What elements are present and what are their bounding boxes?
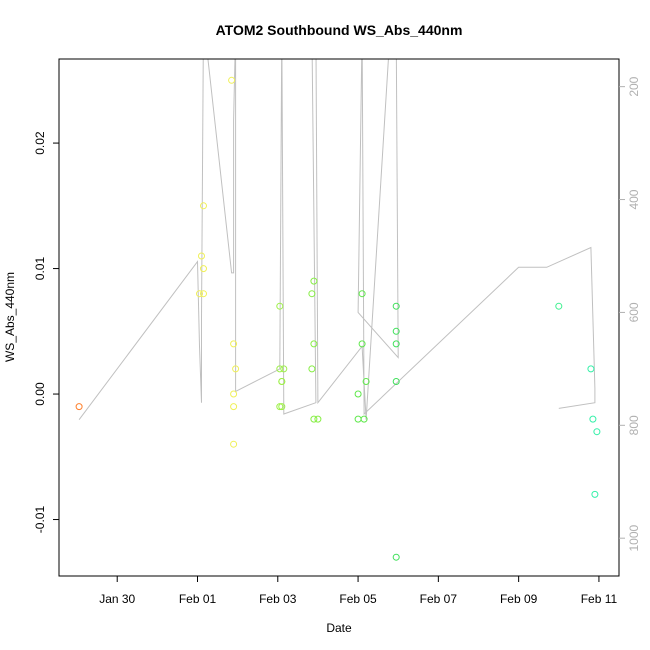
data-point	[228, 76, 236, 84]
data-point	[276, 302, 284, 310]
data-point	[354, 390, 362, 398]
x-tick-label: Feb 07	[420, 592, 458, 606]
x-tick-label: Feb 11	[581, 592, 618, 606]
data-point	[360, 415, 368, 423]
y-axis-label: WS_Abs_440nm	[3, 272, 17, 362]
data-point	[230, 403, 238, 411]
x-tick-label: Feb 05	[339, 592, 377, 606]
data-point	[278, 403, 286, 411]
x-axis-label: Date	[326, 621, 352, 635]
data-point	[196, 290, 203, 298]
chart-title: ATOM2 Southbound WS_Abs_440nm	[216, 22, 463, 38]
data-point	[230, 390, 238, 398]
x-axis: Jan 30 Feb 01 Feb 03 Feb 05 Feb 07 Feb 09 Feb …	[99, 576, 617, 606]
y2-tick-label: 200	[627, 76, 641, 96]
data-point	[392, 340, 400, 348]
data-point	[392, 378, 400, 385]
data-point	[308, 365, 316, 373]
point-series	[75, 76, 601, 561]
plot-frame	[58, 58, 620, 577]
y-axis: -0.01 0.00 0.01 0.02	[33, 131, 59, 533]
x-tick-label: Feb 03	[259, 592, 297, 606]
data-point	[310, 415, 318, 423]
data-point	[392, 553, 400, 561]
line-series	[78, 59, 596, 420]
data-point	[358, 290, 366, 298]
data-point	[200, 290, 207, 298]
data-point	[392, 302, 400, 310]
y2-tick-label: 400	[627, 189, 641, 209]
data-point	[593, 428, 601, 436]
data-point	[358, 340, 366, 348]
x-tick-label: Feb 01	[179, 592, 217, 606]
data-point	[200, 265, 207, 273]
data-point	[354, 415, 362, 423]
data-point	[200, 202, 207, 210]
data-point	[276, 365, 284, 373]
data-point	[589, 415, 597, 423]
data-point	[310, 340, 318, 348]
y-tick-label: 0.02	[33, 131, 47, 155]
y-tick-label: 0.00	[33, 382, 47, 406]
data-point	[230, 340, 238, 348]
data-point	[198, 252, 205, 260]
x-tick-label: Feb 09	[500, 592, 538, 606]
y2-axis: 200 400 600 800 1000	[619, 76, 641, 552]
data-point	[232, 365, 240, 373]
data-point	[555, 302, 563, 310]
y-tick-label: -0.01	[33, 506, 47, 534]
series-line	[78, 59, 596, 420]
y2-tick-label: 1000	[627, 525, 641, 552]
y-tick-label: 0.01	[33, 257, 47, 281]
data-point	[591, 490, 599, 498]
data-point	[314, 415, 322, 423]
data-point	[276, 403, 284, 411]
data-point	[587, 365, 595, 373]
data-point	[392, 327, 400, 335]
data-point	[278, 378, 286, 385]
data-point	[75, 403, 83, 411]
data-point	[310, 277, 318, 285]
data-point	[280, 365, 288, 373]
y2-tick-label: 600	[627, 302, 641, 322]
y2-tick-label: 800	[627, 415, 641, 435]
data-point	[308, 290, 316, 298]
data-point	[362, 378, 370, 385]
x-tick-label: Jan 30	[99, 592, 135, 606]
data-point	[230, 440, 238, 448]
